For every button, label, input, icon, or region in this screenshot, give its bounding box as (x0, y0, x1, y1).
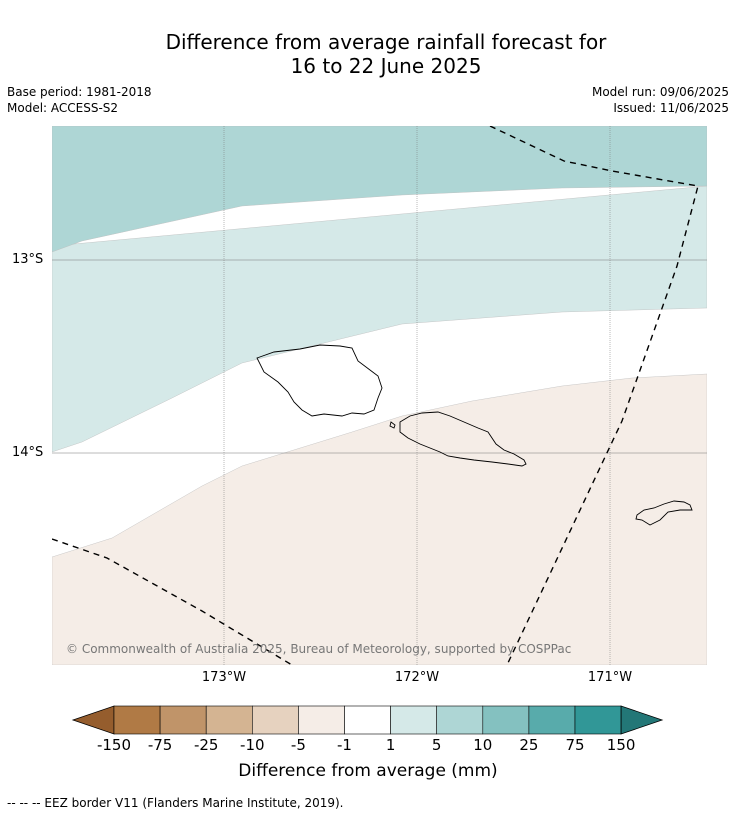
colorbar-segment (159, 705, 207, 735)
lon-label-171w: 171°W (587, 670, 633, 685)
lat-label-13s: 13°S (12, 252, 44, 267)
colorbar-label: Difference from average (mm) (238, 761, 498, 781)
colorbar-segment (298, 705, 345, 735)
colorbar-tick-label: 25 (519, 736, 539, 754)
issued-date: Issued: 11/06/2025 (613, 101, 729, 115)
colorbar-segments (71, 705, 664, 735)
colorbar-arrow-low (71, 705, 115, 735)
lon-label-172w: 172°W (394, 670, 440, 685)
colorbar-segment (390, 705, 438, 735)
upolu-island (399, 411, 527, 467)
colorbar-segment (482, 705, 530, 735)
colorbar-tick-label: -150 (96, 736, 132, 754)
tutuila-island (635, 500, 693, 526)
wet-light-region (52, 185, 707, 453)
colorbar (71, 705, 664, 735)
dry-region (52, 373, 707, 665)
colorbar-tick-label: 10 (473, 736, 493, 754)
meta-right: Model run: 09/06/2025 Issued: 11/06/2025 (592, 84, 729, 116)
manono-island (389, 421, 396, 429)
graticule (52, 126, 707, 665)
title-line-1: Difference from average rainfall forecas… (165, 30, 607, 54)
colorbar-arrow-high (620, 705, 664, 735)
copyright-notice: © Commonwealth of Australia 2025, Bureau… (66, 642, 571, 656)
meta-left: Base period: 1981-2018 Model: ACCESS-S2 (7, 84, 152, 116)
colorbar-tick-label: 5 (431, 736, 442, 754)
eez-border (52, 126, 699, 665)
colorbar-tick-label: -5 (290, 736, 306, 754)
colorbar-segment (344, 705, 391, 735)
model-run: Model run: 09/06/2025 (591, 85, 729, 99)
eez-border-east (489, 126, 699, 665)
lat-label-14s: 14°S (12, 445, 44, 460)
base-period: Base period: 1981-2018 (7, 85, 152, 99)
colorbar-tick-label: -25 (193, 736, 219, 754)
rainfall-map: © Commonwealth of Australia 2025, Bureau… (52, 126, 707, 665)
model-name: Model: ACCESS-S2 (7, 101, 119, 115)
colorbar-tick-label: 150 (606, 736, 636, 754)
colorbar-segment (528, 705, 576, 735)
colorbar-tick-label: -1 (337, 736, 352, 754)
colorbar-segment (436, 705, 484, 735)
savaii-island (256, 344, 383, 417)
colorbar-tick-label: -10 (240, 736, 265, 754)
title-line-2: 16 to 22 June 2025 (290, 54, 482, 78)
map-title: Difference from average rainfall forecas… (0, 30, 736, 78)
colorbar-tick-label: 75 (565, 736, 585, 754)
colorbar-tick-label: 1 (385, 736, 396, 754)
wet-region (52, 126, 707, 253)
islands (256, 344, 693, 526)
colorbar-segment (574, 705, 622, 735)
lon-label-173w: 173°W (201, 670, 247, 685)
colorbar-segment (113, 705, 161, 735)
colorbar-segment (252, 705, 299, 735)
eez-legend-note: -- -- -- EEZ border V11 (Flanders Marine… (7, 796, 344, 810)
colorbar-segment (205, 705, 253, 735)
eez-border-west (52, 538, 293, 665)
colorbar-tick-label: -75 (147, 736, 173, 754)
